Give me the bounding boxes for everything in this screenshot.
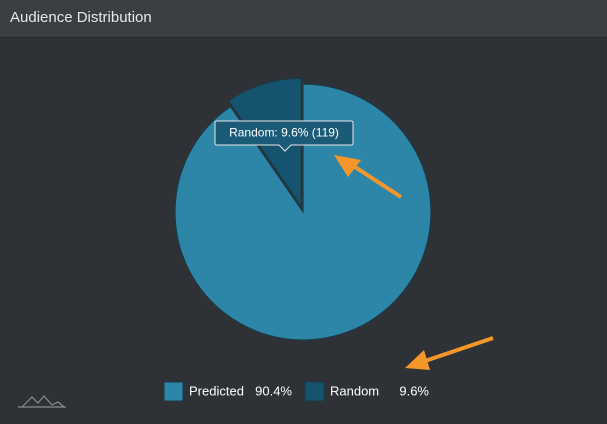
- pie-slice: [174, 83, 432, 341]
- arrow-head: [405, 350, 430, 370]
- legend-swatch: [304, 381, 325, 402]
- tooltip-box: [214, 120, 354, 152]
- logo-peaks: [21, 395, 65, 408]
- arrow-head: [334, 155, 361, 177]
- pie: [174, 77, 432, 341]
- legend: Predicted 90.4% Random 9.6%: [163, 381, 429, 402]
- panel-title: Audience Distribution: [10, 9, 152, 26]
- arrow-shaft: [350, 163, 403, 199]
- tooltip-text: Random: 9.6% (119): [229, 126, 339, 140]
- annotation-arrows: [334, 155, 494, 370]
- tooltip: Random: 9.6% (119): [214, 120, 354, 152]
- logo: [18, 395, 66, 408]
- legend-label: Predicted: [189, 383, 244, 398]
- header-bar: [0, 0, 607, 37]
- legend-label: Random: [330, 383, 379, 398]
- arrow-shaft: [424, 336, 494, 363]
- legend-swatch: [163, 381, 184, 402]
- legend-value: 9.6%: [399, 383, 429, 398]
- legend-value: 90.4%: [255, 383, 292, 398]
